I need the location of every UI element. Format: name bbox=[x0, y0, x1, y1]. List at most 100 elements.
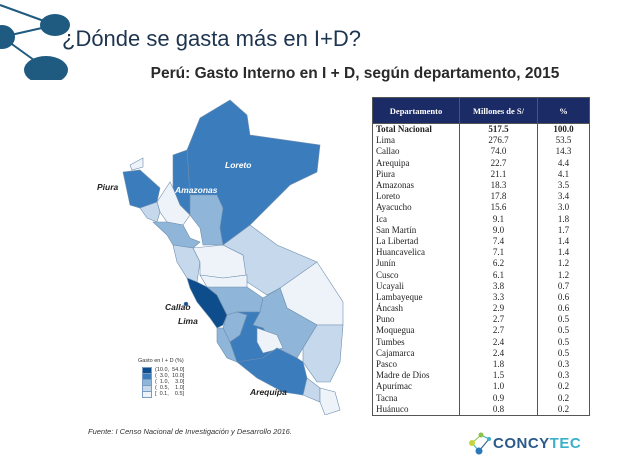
map-label-callao: Callao bbox=[165, 302, 191, 312]
region-lima bbox=[186, 277, 228, 329]
region-puno bbox=[302, 324, 344, 383]
cell-millones: 17.8 bbox=[459, 191, 538, 203]
table-row: Apurímac 1.0 0.2 bbox=[372, 381, 590, 393]
table-row: Lima 276.7 53.5 bbox=[372, 135, 590, 147]
cell-dept: Cusco bbox=[372, 269, 460, 281]
cell-millones: 1.5 bbox=[459, 370, 538, 382]
cell-pct: 0.6 bbox=[537, 303, 590, 315]
logo-text-main: CONCY bbox=[493, 434, 550, 452]
logo-text-accent: TEC bbox=[549, 434, 582, 452]
map-label-lima: Lima bbox=[178, 316, 198, 326]
table-row: Junín 6.2 1.2 bbox=[372, 258, 590, 270]
cell-pct: 14.3 bbox=[537, 146, 590, 158]
map-legend: Gasto en I + D (%) (10.0, 54.0]( 3.0, 10… bbox=[138, 358, 185, 398]
cell-pct: 100.0 bbox=[537, 123, 590, 136]
cell-millones: 517.5 bbox=[459, 123, 538, 136]
concytec-network-icon bbox=[469, 432, 491, 455]
peru-map: Loreto Amazonas Piura Callao Lima Arequi… bbox=[90, 95, 360, 415]
cell-dept: Áncash bbox=[372, 303, 460, 315]
cell-pct: 0.3 bbox=[537, 370, 590, 382]
legend-label: (10.0, 54.0] bbox=[155, 367, 185, 373]
cell-millones: 9.0 bbox=[459, 224, 538, 236]
region-la-libertad bbox=[152, 221, 201, 249]
map-label-amazonas: Amazonas bbox=[175, 185, 218, 195]
cell-millones: 1.8 bbox=[459, 358, 538, 371]
cell-millones: 2.9 bbox=[459, 303, 538, 315]
network-decoration-icon bbox=[0, 4, 70, 80]
cell-millones: 6.1 bbox=[459, 269, 538, 281]
cell-pct: 0.2 bbox=[537, 392, 590, 404]
legend-label: ( 0.5, 1.0] bbox=[155, 385, 185, 391]
region-callao bbox=[183, 301, 189, 307]
table-row: San Martín 9.0 1.7 bbox=[372, 224, 590, 236]
table-row: Cusco 6.1 1.2 bbox=[372, 269, 590, 281]
table-row: Ica 9.1 1.8 bbox=[372, 213, 590, 225]
cell-dept: Huánuco bbox=[372, 403, 460, 416]
table-row: Ayacucho 15.6 3.0 bbox=[372, 202, 590, 214]
cell-dept: Amazonas bbox=[372, 179, 460, 192]
region-lambayeque bbox=[139, 201, 161, 223]
table-row: La Libertad 7.4 1.4 bbox=[372, 235, 590, 248]
table-row: Callao 74.0 14.3 bbox=[372, 146, 590, 158]
cell-millones: 21.1 bbox=[459, 168, 538, 180]
cell-pct: 0.6 bbox=[537, 291, 590, 303]
cell-dept: Ucayali bbox=[372, 280, 460, 292]
table-row: Arequipa 22.7 4.4 bbox=[372, 157, 590, 169]
table-row: Ucayali 3.8 0.7 bbox=[372, 280, 590, 292]
region-piura bbox=[122, 169, 161, 209]
cell-dept: Callao bbox=[372, 146, 460, 158]
legend-swatch bbox=[142, 390, 152, 398]
region-tacna bbox=[319, 387, 341, 415]
region-arequipa bbox=[236, 347, 308, 396]
header-departamento: Departamento bbox=[372, 97, 460, 124]
cell-pct: 53.5 bbox=[537, 135, 590, 147]
cell-dept: Junín bbox=[372, 258, 460, 270]
cell-dept: Piura bbox=[372, 168, 460, 180]
table-row: Tacna 0.9 0.2 bbox=[372, 392, 590, 404]
cell-pct: 1.4 bbox=[537, 235, 590, 248]
cell-millones: 3.3 bbox=[459, 291, 538, 303]
map-label-piura: Piura bbox=[97, 182, 119, 192]
table-row: Moquegua 2.7 0.5 bbox=[372, 325, 590, 337]
cell-millones: 276.7 bbox=[459, 135, 538, 147]
cell-dept: Arequipa bbox=[372, 157, 460, 169]
cell-dept: La Libertad bbox=[372, 235, 460, 248]
table-row: Madre de Dios 1.5 0.3 bbox=[372, 370, 590, 382]
cell-dept: Tacna bbox=[372, 392, 460, 404]
cell-pct: 1.8 bbox=[537, 213, 590, 225]
cell-dept: Lima bbox=[372, 135, 460, 147]
region-san-martin bbox=[189, 194, 224, 246]
table-row: Tumbes 2.4 0.5 bbox=[372, 336, 590, 348]
cell-dept: Apurímac bbox=[372, 381, 460, 393]
cell-pct: 1.2 bbox=[537, 269, 590, 281]
cell-pct: 0.2 bbox=[537, 381, 590, 393]
cell-pct: 0.5 bbox=[537, 314, 590, 326]
cell-pct: 0.5 bbox=[537, 325, 590, 337]
table-row: Loreto 17.8 3.4 bbox=[372, 191, 590, 203]
cell-pct: 1.2 bbox=[537, 258, 590, 270]
table-row: Piura 21.1 4.1 bbox=[372, 168, 590, 180]
cell-pct: 0.7 bbox=[537, 280, 590, 292]
cell-pct: 0.5 bbox=[537, 336, 590, 348]
cell-pct: 4.4 bbox=[537, 157, 590, 169]
cell-pct: 3.5 bbox=[537, 179, 590, 192]
table-row: Áncash 2.9 0.6 bbox=[372, 303, 590, 315]
cell-dept: Ayacucho bbox=[372, 202, 460, 214]
cell-millones: 1.0 bbox=[459, 381, 538, 393]
cell-millones: 15.6 bbox=[459, 202, 538, 214]
cell-dept: Lambayeque bbox=[372, 291, 460, 303]
cell-millones: 2.7 bbox=[459, 314, 538, 326]
cell-millones: 6.2 bbox=[459, 258, 538, 270]
cell-dept: Ica bbox=[372, 213, 460, 225]
spending-table: Departamento Millones de S/ % Total Naci… bbox=[372, 97, 590, 416]
cell-millones: 7.1 bbox=[459, 247, 538, 259]
slide-title: ¿Dónde se gasta más en I+D? bbox=[62, 26, 361, 51]
cell-dept: Pasco bbox=[372, 358, 460, 371]
cell-pct: 3.4 bbox=[537, 191, 590, 203]
table-row-total: Total Nacional 517.5 100.0 bbox=[372, 123, 590, 136]
table-row: Lambayeque 3.3 0.6 bbox=[372, 291, 590, 303]
cell-pct: 0.2 bbox=[537, 403, 590, 416]
cell-dept: Tumbes bbox=[372, 336, 460, 348]
cell-millones: 22.7 bbox=[459, 157, 538, 169]
map-label-loreto: Loreto bbox=[225, 160, 252, 170]
